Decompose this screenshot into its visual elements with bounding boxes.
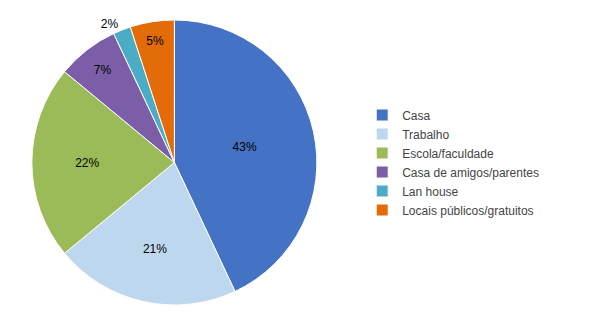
svg-text:Casa de amigos/parentes: Casa de amigos/parentes (402, 166, 539, 180)
svg-text:5%: 5% (146, 34, 164, 48)
svg-text:43%: 43% (233, 140, 257, 154)
svg-text:2%: 2% (101, 17, 119, 31)
svg-text:Escola/faculdade: Escola/faculdade (402, 147, 494, 161)
svg-text:Trabalho: Trabalho (402, 128, 449, 142)
svg-text:Locais públicos/gratuitos: Locais públicos/gratuitos (402, 204, 533, 218)
svg-text:22%: 22% (75, 156, 99, 170)
svg-text:Lan house: Lan house (402, 185, 458, 199)
svg-text:Casa: Casa (402, 109, 430, 123)
svg-text:7%: 7% (94, 63, 112, 77)
svg-text:21%: 21% (143, 242, 167, 256)
